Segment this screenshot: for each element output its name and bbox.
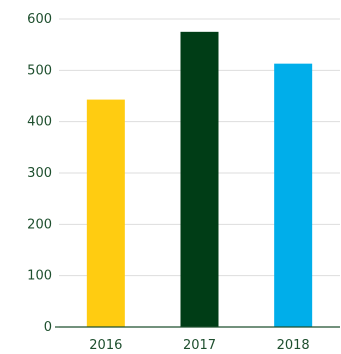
ytick-label-600: 600 — [27, 12, 52, 27]
ytick-label-100: 100 — [27, 269, 52, 284]
ytick-label-0: 0 — [44, 320, 52, 335]
ytick-label-400: 400 — [27, 115, 52, 130]
ytick-label-200: 200 — [27, 217, 52, 232]
bar-2016 — [86, 99, 125, 328]
ytick-label-500: 500 — [27, 63, 52, 78]
xtick-label-2016: 2016 — [89, 338, 122, 353]
bar-layer — [86, 31, 313, 328]
bar-2018 — [274, 63, 313, 327]
bar-2017 — [180, 31, 219, 327]
xtick-label-2017: 2017 — [183, 338, 216, 353]
ytick-label-300: 300 — [27, 166, 52, 181]
label-layer: 0 100 200 300 400 500 600 2016 2017 2018 — [27, 12, 310, 353]
xtick-label-2018: 2018 — [277, 338, 310, 353]
